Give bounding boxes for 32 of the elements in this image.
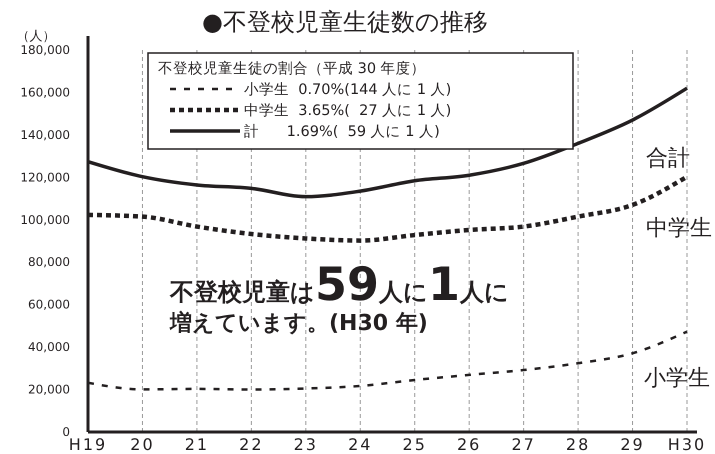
y-tick-label: 120,000 — [20, 170, 70, 184]
legend-label: 中学生 3.65%( 27 人に 1 人) — [244, 102, 452, 119]
y-tick-label: 40,000 — [28, 340, 70, 354]
y-tick-label: 180,000 — [20, 43, 70, 57]
x-tick-label: H30 — [668, 435, 706, 454]
y-tick-label: 100,000 — [20, 212, 70, 227]
x-tick-label: 27 — [511, 435, 536, 454]
y-tick-label: 60,000 — [28, 298, 70, 312]
legend-title: 不登校児童生徒の割合（平成 30 年度） — [158, 60, 426, 77]
x-tick-label: H19 — [68, 435, 108, 454]
y-tick-label: 140,000 — [20, 128, 70, 142]
x-tick-label: 24 — [348, 435, 372, 454]
x-tick-label: 28 — [566, 435, 590, 454]
legend-label: 計 1.69%( 59 人に 1 人) — [244, 123, 440, 140]
y-tick-label: 80,000 — [28, 255, 70, 270]
annotation: 小学生 — [644, 366, 710, 391]
x-tick-label: 22 — [239, 435, 264, 454]
annotation: 増えています。(H30 年) — [169, 310, 428, 336]
x-tick-label: 23 — [294, 435, 318, 454]
y-tick-label: 20,000 — [28, 382, 70, 397]
y-axis-title: （人） — [16, 29, 56, 44]
chart-title: ●不登校児童生徒数の推移 — [202, 8, 488, 36]
annotation: 中学生 — [646, 216, 712, 241]
x-tick-label: 25 — [402, 435, 427, 454]
y-tick-label: 0 — [62, 425, 70, 439]
x-tick-label: 21 — [184, 435, 210, 454]
y-tick-label: 160,000 — [20, 85, 70, 100]
legend-label: 小学生 0.70%(144 人に 1 人) — [244, 81, 452, 98]
x-tick-label: 29 — [620, 435, 645, 454]
annotation: 合計 — [646, 146, 690, 171]
x-tick-label: 20 — [130, 435, 155, 454]
x-tick-label: 26 — [457, 435, 482, 454]
